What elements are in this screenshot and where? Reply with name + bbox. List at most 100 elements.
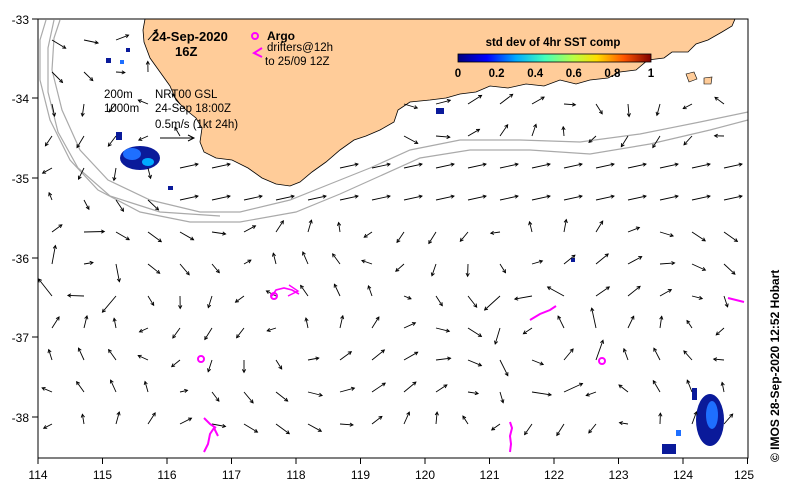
current-vector-head (490, 426, 496, 431)
map-hour: 16Z (175, 44, 197, 59)
current-vector-head (76, 144, 81, 149)
current-vector (435, 295, 443, 306)
drifter-tracks (203, 284, 745, 453)
current-vector (147, 263, 160, 274)
current-vector-head (588, 429, 593, 434)
current-vector-head (428, 239, 433, 245)
current-vector-head (572, 102, 577, 107)
current-vector (361, 260, 373, 265)
current-vector-head (147, 174, 152, 180)
current-vector (371, 163, 391, 169)
current-vector-head (731, 270, 736, 275)
current-vector-head (226, 162, 231, 167)
current-vector-head (599, 220, 604, 225)
current-vector-head (120, 207, 125, 212)
current-vector (723, 295, 729, 308)
current-vector-head (588, 138, 593, 144)
current-vector (563, 254, 576, 265)
current-vector (435, 163, 455, 169)
current-vector (211, 163, 231, 169)
current-vector-head (610, 194, 615, 199)
current-vector (403, 135, 418, 144)
current-vector (275, 391, 288, 402)
current-vector (171, 359, 181, 368)
current-vector-head (500, 399, 505, 404)
current-vector (431, 263, 437, 276)
current-vector-head (145, 60, 150, 65)
current-vector-head (713, 133, 718, 138)
current-vector-head (524, 431, 529, 436)
product-time: 24-Sep 18:00Z (155, 103, 231, 115)
current-vector-head (569, 348, 574, 353)
current-vector-head (125, 236, 131, 241)
current-vector-head (172, 334, 177, 339)
current-vector-head (483, 306, 489, 311)
current-vector-head (108, 108, 113, 113)
current-vector (619, 422, 629, 425)
colorbar-ticks: 0 0.2 0.4 0.6 0.8 1 (455, 68, 655, 80)
current-vector-head (89, 260, 94, 266)
current-vector (435, 357, 451, 361)
current-vector-head (504, 124, 509, 129)
current-vector (81, 414, 85, 425)
current-vector-head (234, 298, 240, 303)
current-vector-head (674, 162, 679, 167)
current-vector (83, 262, 94, 265)
current-vector-head (340, 314, 345, 320)
argo-legend-label: Argo (267, 29, 295, 43)
current-vector-head (62, 45, 67, 49)
current-vector (652, 380, 661, 393)
current-vector-head (638, 256, 643, 260)
current-vector-head (636, 285, 641, 290)
current-vector-head (546, 194, 551, 199)
x-tick-label: 120 (415, 468, 435, 482)
current-vector (333, 284, 341, 297)
current-vector-head (170, 363, 176, 368)
x-tick-label: 125 (734, 468, 754, 482)
current-vector-head (41, 169, 47, 174)
current-vector (207, 359, 213, 372)
current-vector-head (475, 128, 481, 133)
current-vector (138, 99, 149, 105)
current-vector-head (642, 162, 647, 167)
current-vector (435, 99, 451, 105)
current-vector (147, 199, 159, 211)
current-vector (627, 195, 647, 201)
current-vector (243, 195, 263, 201)
current-vector-head (108, 348, 112, 354)
current-vector (395, 263, 405, 272)
current-vector-head (354, 162, 359, 167)
current-vector (715, 327, 725, 336)
current-vector (339, 315, 344, 329)
current-vector (78, 347, 85, 361)
current-vector (627, 285, 641, 297)
current-vector (51, 39, 66, 49)
x-tick-label: 115 (93, 468, 112, 482)
current-vector-head (547, 392, 553, 397)
current-vector (627, 103, 630, 117)
current-vector (499, 163, 519, 169)
current-vector-head (683, 350, 688, 355)
current-vector (467, 128, 480, 137)
current-vector-head (630, 315, 635, 320)
current-vector-head (522, 330, 527, 335)
current-vector-head (407, 295, 412, 300)
current-vector-head (121, 70, 126, 75)
current-vector (179, 263, 190, 276)
current-vector (363, 231, 373, 238)
current-vector (691, 295, 703, 300)
current-vector (563, 219, 567, 233)
current-vector-head (185, 271, 190, 276)
current-vector (300, 285, 309, 297)
current-vector (563, 195, 583, 201)
current-vector-head (241, 369, 247, 374)
current-vector (691, 231, 706, 242)
current-vector (659, 231, 674, 237)
current-vector (683, 135, 693, 146)
current-vector (43, 423, 53, 429)
current-vector-head (738, 194, 743, 199)
current-vector (659, 262, 675, 265)
map-date: 24-Sep-2020 (152, 29, 228, 44)
current-vector (557, 315, 565, 329)
current-vector (403, 322, 416, 329)
